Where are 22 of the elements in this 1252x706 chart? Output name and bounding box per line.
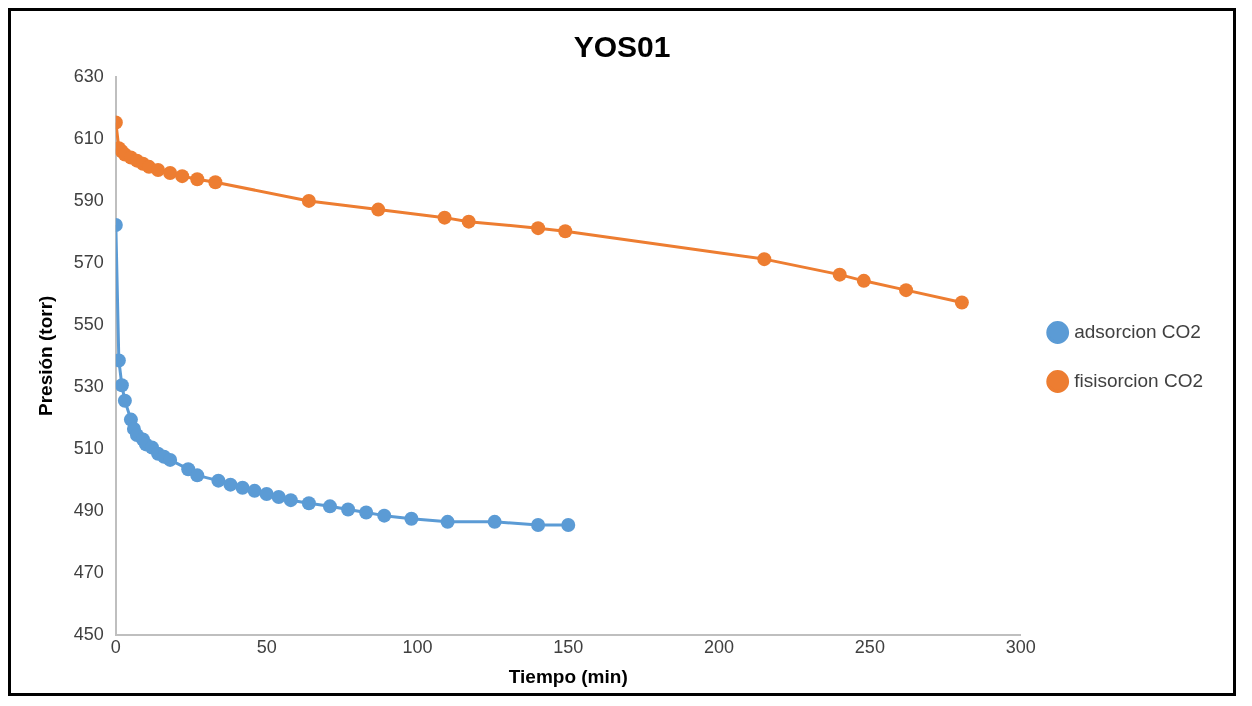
y-tick-label: 530 bbox=[73, 375, 104, 396]
y-tick-label: 630 bbox=[73, 65, 104, 86]
y-tick-label: 590 bbox=[73, 189, 104, 210]
y-tick-label: 510 bbox=[73, 437, 104, 458]
x-tick-label: 100 bbox=[402, 637, 433, 658]
x-tick-label: 200 bbox=[704, 637, 735, 658]
x-tick-label: 300 bbox=[1005, 637, 1036, 658]
x-axis-title: Tiempo (min) bbox=[508, 665, 628, 687]
y-tick-label: 550 bbox=[73, 313, 104, 334]
legend-label: adsorcion CO2 bbox=[1074, 320, 1201, 342]
y-tick-label: 490 bbox=[73, 499, 104, 520]
y-tick-label: 570 bbox=[73, 251, 104, 272]
y-axis-title: Presión (torr) bbox=[34, 295, 56, 416]
x-tick-label: 0 bbox=[110, 637, 121, 658]
y-tick-label: 610 bbox=[73, 127, 104, 148]
x-tick-label: 250 bbox=[854, 637, 885, 658]
y-tick-label: 470 bbox=[73, 561, 104, 582]
legend-label: fisisorcion CO2 bbox=[1074, 369, 1204, 391]
x-tick-label: 50 bbox=[256, 637, 277, 658]
x-tick-label: 150 bbox=[553, 637, 584, 658]
chart-title: YOS01 bbox=[573, 30, 671, 64]
y-tick-label: 450 bbox=[73, 623, 104, 644]
